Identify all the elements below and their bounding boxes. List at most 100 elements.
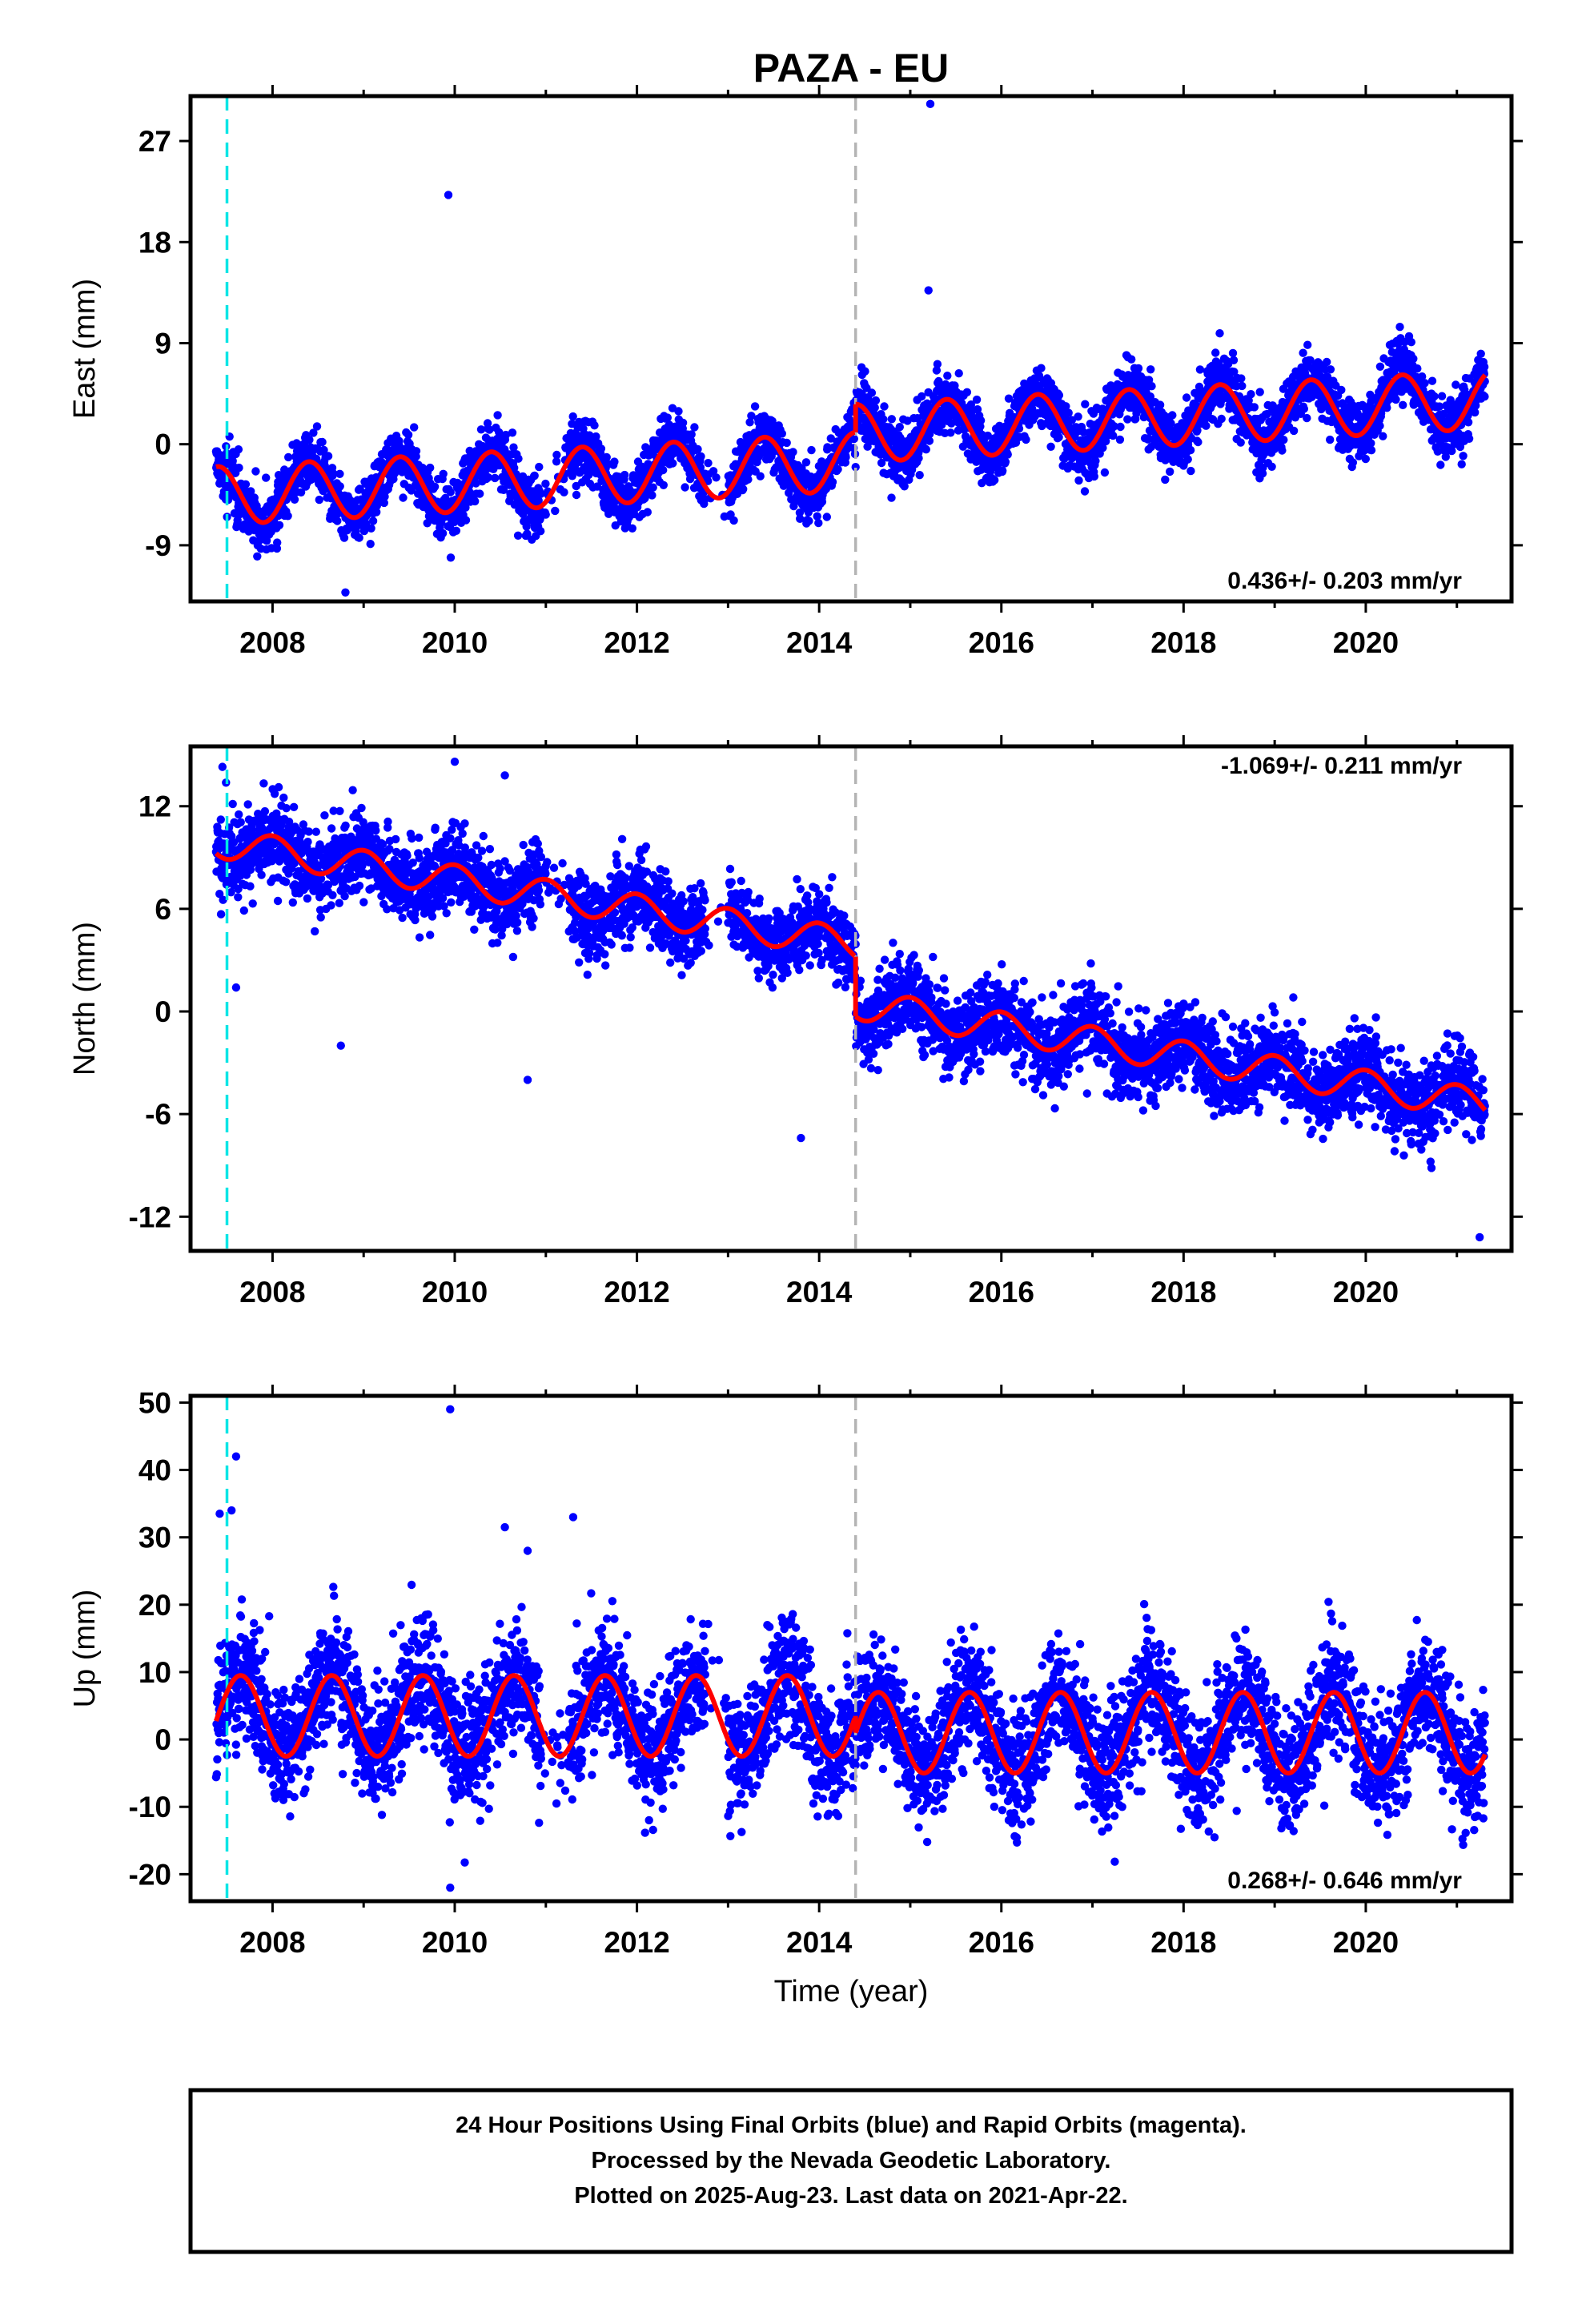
- data-point: [476, 425, 486, 434]
- data-point: [693, 444, 702, 454]
- data-point: [1379, 432, 1387, 440]
- data-point: [1046, 442, 1055, 451]
- y-axis-label: East (mm): [68, 279, 102, 419]
- data-point: [275, 521, 284, 529]
- data-point: [932, 366, 942, 375]
- data-point: [1413, 364, 1422, 373]
- data-point: [1115, 435, 1125, 444]
- data-point: [461, 516, 471, 525]
- data-point: [461, 503, 470, 512]
- x-tick-label: 2018: [1150, 626, 1216, 659]
- data-point: [813, 512, 821, 521]
- data-point: [729, 516, 738, 525]
- data-point: [251, 467, 260, 476]
- data-point: [1375, 421, 1384, 430]
- data-point: [1237, 374, 1246, 383]
- data-point: [323, 452, 333, 460]
- data-point: [1228, 348, 1238, 358]
- data-point: [954, 369, 963, 378]
- data-point: [257, 870, 266, 879]
- data-point: [826, 434, 836, 443]
- data-point: [1457, 460, 1466, 468]
- data-point: [777, 429, 786, 438]
- east-daily-positions: [211, 99, 1489, 597]
- data-point: [1278, 446, 1287, 455]
- data-point: [833, 464, 842, 474]
- data-point: [368, 517, 378, 525]
- data-point: [366, 540, 375, 549]
- data-point: [514, 454, 523, 463]
- data-point: [339, 533, 349, 542]
- data-point: [1217, 414, 1226, 424]
- data-point: [355, 533, 363, 542]
- x-tick-label: 2020: [1333, 626, 1399, 659]
- data-point: [216, 815, 225, 824]
- data-point: [1202, 421, 1211, 430]
- data-point: [552, 450, 561, 460]
- y-tick-label: 0: [155, 428, 171, 461]
- data-point: [1395, 323, 1404, 332]
- data-point: [228, 799, 237, 809]
- data-point: [1168, 411, 1177, 420]
- data-point: [648, 491, 656, 500]
- data-point: [1399, 400, 1407, 409]
- east-plot-area: [211, 96, 1489, 601]
- data-point: [643, 508, 652, 517]
- data-point: [1064, 408, 1073, 417]
- data-point: [1247, 390, 1255, 399]
- data-point: [1430, 392, 1439, 401]
- data-point: [536, 527, 545, 536]
- data-point: [438, 529, 448, 538]
- data-point: [1054, 391, 1064, 400]
- data-point: [248, 899, 257, 908]
- data-point: [972, 395, 982, 404]
- data-point: [1182, 393, 1191, 402]
- outlier-point: [924, 286, 933, 295]
- data-point: [395, 436, 404, 445]
- data-point: [1238, 381, 1247, 391]
- data-point: [572, 490, 581, 500]
- data-point: [1480, 392, 1489, 401]
- data-point: [744, 475, 753, 484]
- data-point: [739, 485, 748, 493]
- data-point: [610, 457, 619, 466]
- data-point: [510, 464, 519, 472]
- data-point: [379, 498, 388, 508]
- data-point: [921, 445, 931, 454]
- data-point: [887, 493, 896, 502]
- data-point: [282, 804, 291, 813]
- data-point: [596, 444, 606, 453]
- data-point: [914, 453, 923, 463]
- data-point: [572, 481, 580, 491]
- north-panel: 2008 2010 2012 2014 2016 2018 2020-12-60612Nor…: [68, 735, 1523, 1309]
- data-point: [590, 421, 599, 430]
- x-tick-label: 2012: [604, 626, 669, 659]
- data-point: [983, 431, 993, 440]
- data-point: [246, 882, 255, 891]
- data-point: [1420, 379, 1429, 388]
- data-point: [1123, 415, 1132, 424]
- data-point: [513, 531, 523, 540]
- data-point: [535, 462, 544, 472]
- data-point: [1127, 355, 1136, 364]
- north-plot-area: [211, 746, 1489, 1251]
- x-tick-label: 2014: [786, 626, 853, 659]
- data-point: [235, 810, 243, 819]
- data-point: [669, 459, 677, 468]
- x-tick-label: 2008: [239, 626, 305, 659]
- data-point: [674, 407, 683, 416]
- data-point: [552, 457, 561, 466]
- data-point: [283, 512, 292, 521]
- data-point: [1116, 422, 1125, 432]
- data-point: [1326, 365, 1335, 374]
- data-point: [789, 448, 797, 456]
- data-point: [273, 538, 282, 547]
- figure-title: PAZA - EU: [753, 46, 949, 90]
- data-point: [1279, 436, 1288, 444]
- data-point: [814, 518, 823, 528]
- data-point: [966, 400, 976, 409]
- data-point: [560, 488, 568, 497]
- data-point: [303, 838, 312, 846]
- data-point: [925, 436, 934, 445]
- rate-label: 0.436+/- 0.203 mm/yr: [1227, 568, 1462, 594]
